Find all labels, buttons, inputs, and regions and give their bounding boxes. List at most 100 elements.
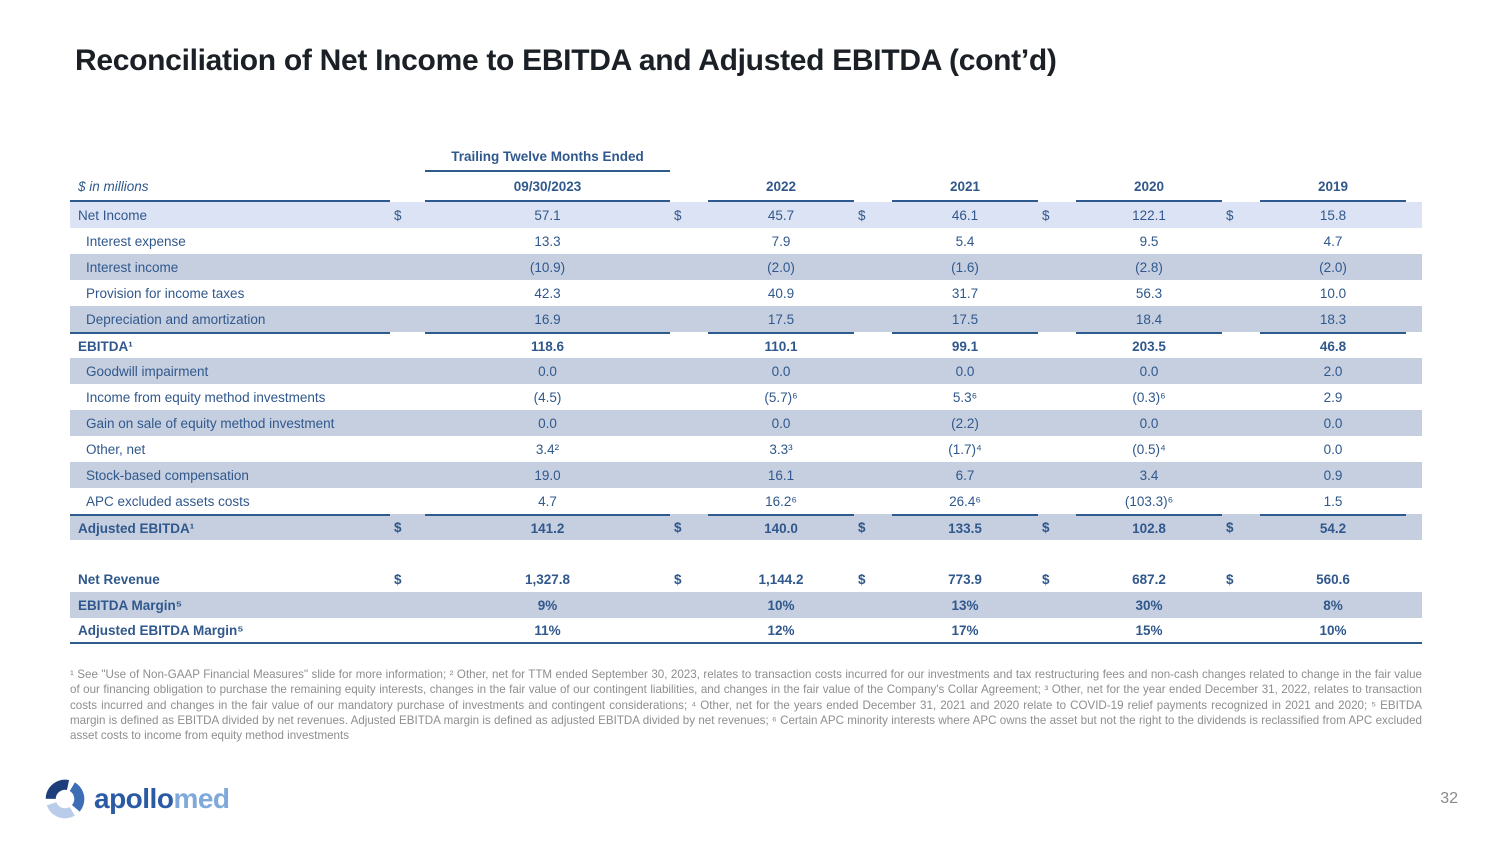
dollar-sign-cell: $ xyxy=(1226,571,1234,587)
table-row: Goodwill impairment 0.0 0.0 0.0 0.0 2.0 xyxy=(70,358,1422,384)
empty-cell xyxy=(1260,142,1406,172)
value-cell: 56.3 xyxy=(1135,285,1163,301)
value-cell: (0.3)⁶ xyxy=(1132,389,1166,405)
empty-cell xyxy=(390,172,425,202)
row-label: Net Income xyxy=(78,207,148,223)
row-label: Provision for income taxes xyxy=(86,285,245,301)
dollar-sign-cell xyxy=(1038,228,1076,254)
row-label: Interest income xyxy=(86,259,179,275)
dollar-sign-cell xyxy=(854,306,892,332)
value-cell: 17.5 xyxy=(951,311,979,327)
value-cell: 54.2 xyxy=(1260,514,1406,540)
value-cell: 0.0 xyxy=(1139,363,1159,379)
value-cell: 45.7 xyxy=(767,207,795,223)
dollar-sign-cell xyxy=(1222,384,1260,410)
value-cell: 5.4 xyxy=(955,233,975,249)
dollar-sign-cell: $ xyxy=(674,571,682,587)
value-cell: 15% xyxy=(1135,622,1163,638)
dollar-sign-cell xyxy=(1222,254,1260,280)
dollar-sign-cell xyxy=(854,410,892,436)
value-cell: 17.5 xyxy=(767,311,795,327)
value-cell: 0.9 xyxy=(1323,467,1343,483)
dollar-sign-cell xyxy=(854,436,892,462)
value-cell: 46.8 xyxy=(1260,332,1406,358)
dollar-sign-cell xyxy=(1222,436,1260,462)
row-label: Adjusted EBITDA Margin⁵ xyxy=(78,622,244,638)
dollar-sign-cell xyxy=(854,228,892,254)
dollar-sign-cell xyxy=(854,488,892,514)
dollar-sign-cell: $ xyxy=(858,207,866,223)
dollar-sign-cell xyxy=(390,462,425,488)
value-cell: 3.3³ xyxy=(769,441,793,457)
table-row: Other, net 3.4² 3.3³ (1.7)⁴ (0.5)⁴ 0.0 xyxy=(70,436,1422,462)
value-cell: 2.9 xyxy=(1323,389,1343,405)
empty-cell xyxy=(854,172,892,202)
value-cell: 6.7 xyxy=(955,467,975,483)
value-cell: 3.4 xyxy=(1139,467,1159,483)
value-cell: 10.0 xyxy=(1319,285,1347,301)
value-cell: 57.1 xyxy=(534,207,561,223)
value-cell: 118.6 xyxy=(425,332,670,358)
dollar-sign-cell xyxy=(1038,488,1076,514)
empty-cell xyxy=(1076,142,1222,172)
apollomed-swirl-icon xyxy=(45,779,85,819)
empty-cell xyxy=(390,142,425,172)
value-cell: 16.1 xyxy=(767,467,795,483)
table-row: Adjusted EBITDA¹ $141.2 $140.0 $133.5 $102.8… xyxy=(70,514,1422,540)
dollar-sign-cell: $ xyxy=(1226,207,1234,223)
dollar-sign-cell xyxy=(670,462,708,488)
value-cell: 16.9 xyxy=(534,311,561,327)
table-row: APC excluded assets costs 4.7 16.2⁶ 26.4⁶ (1… xyxy=(70,488,1422,514)
value-cell: 773.9 xyxy=(948,571,982,587)
dollar-sign-cell xyxy=(390,436,425,462)
table-row: Income from equity method investments (4.… xyxy=(70,384,1422,410)
value-cell: 26.4⁶ xyxy=(949,493,981,509)
year-header-row: $ in millions 09/30/2023 2022 2021 2020 … xyxy=(70,172,1422,202)
column-header-2021: 2021 xyxy=(892,172,1038,202)
row-label: Interest expense xyxy=(86,233,186,249)
value-cell: 15.8 xyxy=(1319,207,1347,223)
empty-cell xyxy=(70,142,390,172)
dollar-sign-cell xyxy=(1038,436,1076,462)
value-cell: (0.5)⁴ xyxy=(1132,441,1166,457)
empty-cell xyxy=(670,142,708,172)
dollar-sign-cell xyxy=(670,358,708,384)
value-cell: 0.0 xyxy=(1323,441,1343,457)
value-cell: 2.0 xyxy=(1323,363,1343,379)
dollar-sign-cell xyxy=(1038,358,1076,384)
dollar-sign-cell xyxy=(1222,280,1260,306)
table-row: Net Revenue $1,327.8 $1,144.2 $773.9 $687.2 $… xyxy=(70,566,1422,592)
dollar-sign-cell xyxy=(390,280,425,306)
dollar-sign-cell xyxy=(670,306,708,332)
dollar-sign-cell xyxy=(390,306,425,332)
page-title: Reconciliation of Net Income to EBITDA a… xyxy=(75,44,1057,77)
dollar-sign-cell xyxy=(670,254,708,280)
value-cell: 10% xyxy=(767,597,795,613)
row-label: EBITDA¹ xyxy=(70,332,390,358)
dollar-sign-cell xyxy=(1038,592,1076,618)
dollar-sign-cell xyxy=(1038,410,1076,436)
apollomed-logo: apollomed xyxy=(44,778,230,820)
page-number: 32 xyxy=(1440,790,1458,807)
value-cell: 7.9 xyxy=(771,233,791,249)
empty-cell xyxy=(854,142,892,172)
row-label: Stock-based compensation xyxy=(86,467,249,483)
dollar-sign-cell: $ xyxy=(1042,207,1050,223)
value-cell: 30% xyxy=(1135,597,1163,613)
dollar-sign-cell xyxy=(854,280,892,306)
table-row: Interest income (10.9) (2.0) (1.6) (2.8) (2.0… xyxy=(70,254,1422,280)
dollar-sign-cell xyxy=(670,488,708,514)
dollar-sign-cell xyxy=(670,410,708,436)
value-cell: 110.1 xyxy=(708,332,854,358)
logo-text-apollo: apollo xyxy=(94,783,174,814)
logo-text-med: med xyxy=(173,783,230,814)
value-cell: 9% xyxy=(537,597,558,613)
column-header-2019: 2019 xyxy=(1260,172,1406,202)
dollar-sign-cell xyxy=(670,592,708,618)
value-cell: 0.0 xyxy=(771,363,791,379)
value-cell: 42.3 xyxy=(534,285,561,301)
reconciliation-table: Trailing Twelve Months Ended $ in millio… xyxy=(70,142,1422,644)
dollar-sign-cell xyxy=(390,228,425,254)
value-cell: 3.4² xyxy=(535,441,560,457)
dollar-sign-cell xyxy=(670,436,708,462)
